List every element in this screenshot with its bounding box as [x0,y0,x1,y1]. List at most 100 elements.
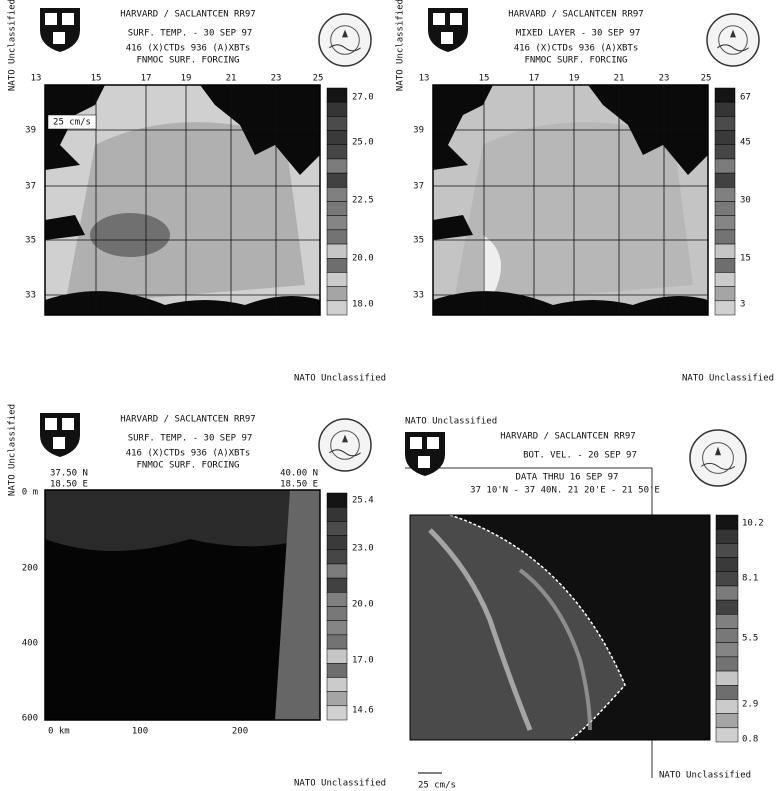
x-label: 13 [419,74,430,84]
colorbar-cell [327,536,347,550]
side-label: NATO Unclassified [396,0,406,91]
colorbar-cell [716,728,738,742]
header: HARVARD / SACLANTCEN RR97 [500,432,635,442]
colorbar-cell [327,187,347,201]
colorbar-label: 25.0 [352,138,374,148]
colorbar-label: 0.8 [742,735,758,745]
y-label: 0 m [22,488,38,498]
colorbar-cell [715,301,735,315]
corner-label: 18.50 E [50,480,88,490]
colorbar-cell [327,202,347,216]
logo-book [418,456,430,468]
colorbar-cell [715,116,735,130]
colorbar-cell [327,131,347,145]
colorbar-cell [327,706,347,720]
scale-label: 25 cm/s [418,781,456,791]
colorbar-cell [715,202,735,216]
footer: NATO Unclassified [682,374,774,384]
scale-label: 25 cm/s [53,118,91,128]
colorbar-cell [716,600,738,614]
colorbar-label: 20.0 [352,600,374,610]
colorbar-cell [327,216,347,230]
colorbar-label: 25.4 [352,496,374,506]
colorbar-label: 45 [740,138,751,148]
colorbar-cell [716,671,738,685]
side-label: NATO Unclassified [405,417,497,427]
y-label: 33 [25,291,36,301]
colorbar-cell [715,131,735,145]
emblem [319,419,371,471]
y-label: 200 [22,564,38,574]
title: SURF. TEMP. - 30 SEP 97 [128,434,253,444]
colorbar-cell [715,216,735,230]
y-label: 35 [413,236,424,246]
colorbar-cell [715,145,735,159]
colorbar-cell [327,564,347,578]
colorbar-cell [716,657,738,671]
title: BOT. VEL. - 20 SEP 97 [523,451,637,461]
colorbar-label: 2.9 [742,700,758,710]
colorbar-cell [327,88,347,102]
colorbar-cell [715,159,735,173]
colorbar-label: 15 [740,254,751,264]
emblem [707,14,759,66]
footer: NATO Unclassified [294,779,386,789]
colorbar-cell [715,272,735,286]
logo-book [53,437,65,449]
y-label: 39 [413,126,424,136]
colorbar-cell [327,677,347,691]
y-label: 37 [413,182,424,192]
y-label: 39 [25,126,36,136]
x-label: 19 [181,74,192,84]
colorbar-cell [327,493,347,507]
colorbar-cell [327,145,347,159]
colorbar-cell [715,287,735,301]
x-label: 21 [226,74,237,84]
y-label: 33 [413,291,424,301]
x-label: 25 [701,74,712,84]
colorbar-cell [327,159,347,173]
x-label: 200 [232,727,248,737]
colorbar-cell [327,287,347,301]
logo-book [450,13,462,25]
colorbar-cell [716,714,738,728]
colorbar-label: 18.0 [352,300,374,310]
info-line: FNMOC SURF. FORCING [525,56,628,66]
logo-book [427,437,439,449]
info-line: 416 (X)CTDs 936 (A)XBTs [126,449,251,459]
colorbar-cell [716,586,738,600]
colorbar-label: 14.6 [352,706,374,716]
eddy [90,213,170,257]
colorbar-cell [716,572,738,586]
colorbar-cell [327,663,347,677]
side-label: NATO Unclassified [8,404,18,496]
title: SURF. TEMP. - 30 SEP 97 [128,29,253,39]
colorbar-label: 23.0 [352,544,374,554]
colorbar-cell [715,258,735,272]
x-label: 0 km [48,727,70,737]
title: MIXED LAYER - 30 SEP 97 [516,29,641,39]
x-label: 15 [479,74,490,84]
colorbar-cell [715,187,735,201]
colorbar-label: 3 [740,300,745,310]
colorbar-cell [716,643,738,657]
colorbar-cell [715,88,735,102]
colorbar-cell [327,621,347,635]
colorbar-label: 5.5 [742,634,758,644]
footer: NATO Unclassified [659,771,751,781]
info-line: 416 (X)CTDs 936 (A)XBTs [126,44,251,54]
colorbar-cell [716,699,738,713]
x-label: 25 [313,74,324,84]
colorbar-cell [327,635,347,649]
side-label: NATO Unclassified [8,0,18,91]
colorbar-label: 17.0 [352,656,374,666]
colorbar-label: 8.1 [742,574,758,584]
x-label: 100 [132,727,148,737]
ocean-field [65,122,305,305]
colorbar-cell [327,578,347,592]
info-line: 416 (X)CTDs 936 (A)XBTs [514,44,639,54]
corner-label: 18.50 E [280,480,318,490]
colorbar-cell [327,230,347,244]
logo-book [441,32,453,44]
y-label: 35 [25,236,36,246]
